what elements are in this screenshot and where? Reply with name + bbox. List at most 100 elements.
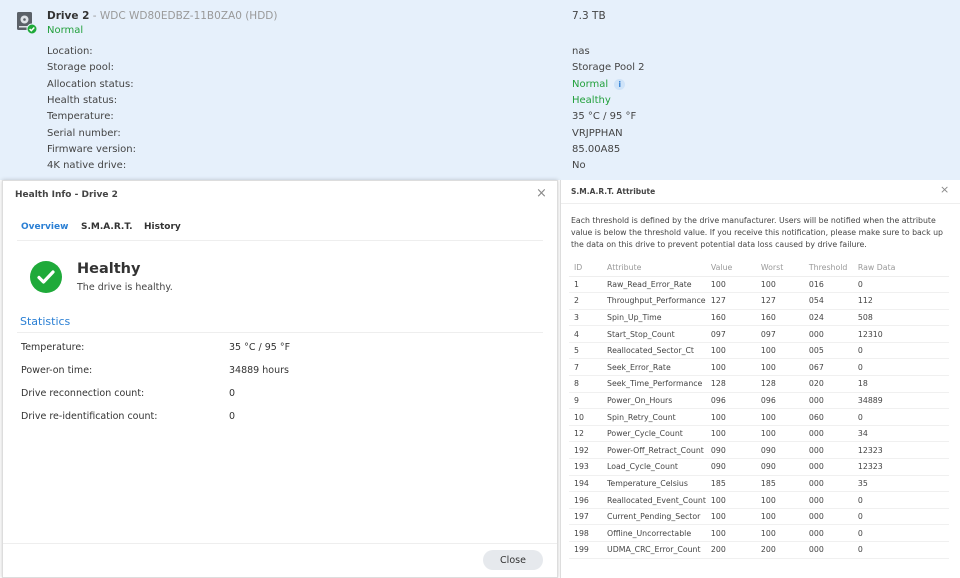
- detail-label: Temperature:: [47, 111, 114, 123]
- detail-value: nas: [572, 46, 590, 57]
- table-cell: Seek_Time_Performance: [602, 375, 706, 393]
- table-cell: Start_Stop_Count: [602, 325, 706, 343]
- table-row: 192 Power-Off_Retract_Count 090 090 000 12323: [569, 441, 949, 460]
- column-header[interactable]: Raw Data: [852, 259, 949, 277]
- table-cell: Spin_Up_Time: [602, 309, 706, 327]
- column-header[interactable]: ID: [569, 259, 602, 277]
- table-cell: 100: [755, 408, 804, 426]
- threshold-description: Each threshold is defined by the drive m…: [571, 216, 943, 249]
- divider: [561, 203, 960, 204]
- table-cell: 199: [569, 541, 602, 559]
- health-status-title: Healthy: [77, 261, 141, 277]
- table-cell: 192: [569, 441, 602, 460]
- table-cell: 100: [705, 508, 756, 526]
- detail-label: Location:: [47, 46, 93, 57]
- table-cell: 100: [705, 342, 756, 360]
- healthy-check-icon: [30, 261, 62, 293]
- table-cell: 127: [755, 292, 804, 310]
- stat-label: Temperature:: [21, 342, 85, 353]
- table-cell: 2: [569, 292, 602, 310]
- table-row: 4 Start_Stop_Count 097 097 000 12310: [569, 325, 949, 343]
- drive-name: Drive 2: [47, 10, 90, 22]
- table-cell: 024: [803, 309, 853, 327]
- smart-table: ID Attribute Value Worst Threshold Raw Data 1…: [569, 259, 949, 559]
- table-cell: 000: [803, 508, 853, 526]
- table-cell: 100: [755, 276, 804, 294]
- table-row: 5 Reallocated_Sector_Ct 100 100 005 0: [569, 342, 949, 360]
- table-cell: 100: [705, 425, 756, 443]
- table-cell: 000: [803, 524, 853, 542]
- table-cell: Power_Cycle_Count: [602, 425, 706, 443]
- table-cell: Load_Cycle_Count: [602, 458, 706, 476]
- table-cell: 12: [569, 425, 602, 443]
- close-icon[interactable]: ×: [536, 186, 547, 201]
- table-cell: 100: [755, 342, 804, 360]
- table-cell: 100: [705, 491, 756, 509]
- table-cell: 1: [569, 276, 602, 294]
- table-cell: Power-Off_Retract_Count: [602, 441, 706, 460]
- table-cell: 0: [852, 541, 949, 559]
- table-cell: 0: [852, 524, 949, 542]
- tab-smart[interactable]: S.M.A.R.T.: [81, 222, 133, 232]
- table-cell: 193: [569, 458, 602, 476]
- table-cell: Power_On_Hours: [602, 392, 706, 410]
- stat-label: Drive reconnection count:: [21, 388, 145, 399]
- table-cell: 5: [569, 342, 602, 360]
- table-row: 8 Seek_Time_Performance 128 128 020 18: [569, 375, 949, 393]
- table-cell: 112: [852, 292, 949, 310]
- table-cell: 160: [705, 309, 756, 327]
- dialog-footer: [3, 543, 557, 544]
- detail-value-text: No: [572, 160, 586, 172]
- table-cell: 100: [705, 276, 756, 294]
- table-cell: Temperature_Celsius: [602, 475, 706, 493]
- table-cell: 060: [803, 408, 853, 426]
- table-cell: 34: [852, 425, 949, 443]
- table-cell: 100: [705, 408, 756, 426]
- table-cell: 000: [803, 475, 853, 493]
- table-cell: Current_Pending_Sector: [602, 508, 706, 526]
- table-cell: 0: [852, 342, 949, 360]
- table-cell: 096: [755, 392, 804, 410]
- table-cell: 090: [705, 441, 756, 460]
- health-info-dialog: Health Info - Drive 2 × Overview S.M.A.R…: [2, 180, 558, 578]
- table-row: 9 Power_On_Hours 096 096 000 34889: [569, 392, 949, 410]
- table-cell: 054: [803, 292, 853, 310]
- table-cell: 34889: [852, 392, 949, 410]
- detail-label: Firmware version:: [47, 143, 137, 155]
- detail-label: Storage pool:: [47, 62, 115, 74]
- tab-overview[interactable]: Overview: [21, 222, 69, 232]
- table-cell: 100: [755, 491, 804, 509]
- table-cell: 198: [569, 524, 602, 542]
- table-cell: 090: [705, 458, 756, 476]
- table-row: 196 Reallocated_Event_Count 100 100 000 0: [569, 491, 949, 509]
- close-button[interactable]: Close: [483, 550, 543, 570]
- table-cell: 12323: [852, 458, 949, 476]
- column-header[interactable]: Attribute: [602, 259, 706, 277]
- column-header[interactable]: Value: [705, 259, 756, 277]
- detail-value-text: Healthy: [572, 94, 611, 106]
- table-cell: 185: [755, 475, 804, 493]
- table-cell: 4: [569, 325, 602, 343]
- table-cell: Throughput_Performance: [602, 292, 706, 310]
- table-cell: 197: [569, 508, 602, 526]
- table-cell: 005: [803, 342, 853, 360]
- info-icon[interactable]: i: [614, 78, 626, 90]
- table-cell: 8: [569, 375, 602, 393]
- table-cell: 185: [705, 475, 756, 493]
- detail-value: Normal i: [572, 78, 626, 90]
- table-row: 2 Throughput_Performance 127 127 054 112: [569, 292, 949, 310]
- detail-value-text: Storage Pool 2: [572, 62, 645, 74]
- table-cell: 000: [803, 441, 853, 460]
- close-icon[interactable]: ×: [940, 183, 950, 196]
- column-header[interactable]: Worst: [755, 259, 804, 277]
- table-cell: 128: [705, 375, 756, 393]
- table-cell: 000: [803, 425, 853, 443]
- table-cell: 194: [569, 475, 602, 493]
- table-cell: Raw_Read_Error_Rate: [602, 276, 706, 294]
- tab-history[interactable]: History: [144, 222, 181, 232]
- table-cell: 000: [803, 458, 853, 476]
- column-header[interactable]: Threshold: [803, 259, 853, 277]
- detail-value-text: VRJPPHAN: [572, 127, 623, 139]
- table-cell: Seek_Error_Rate: [602, 358, 706, 377]
- table-cell: 0: [852, 508, 949, 526]
